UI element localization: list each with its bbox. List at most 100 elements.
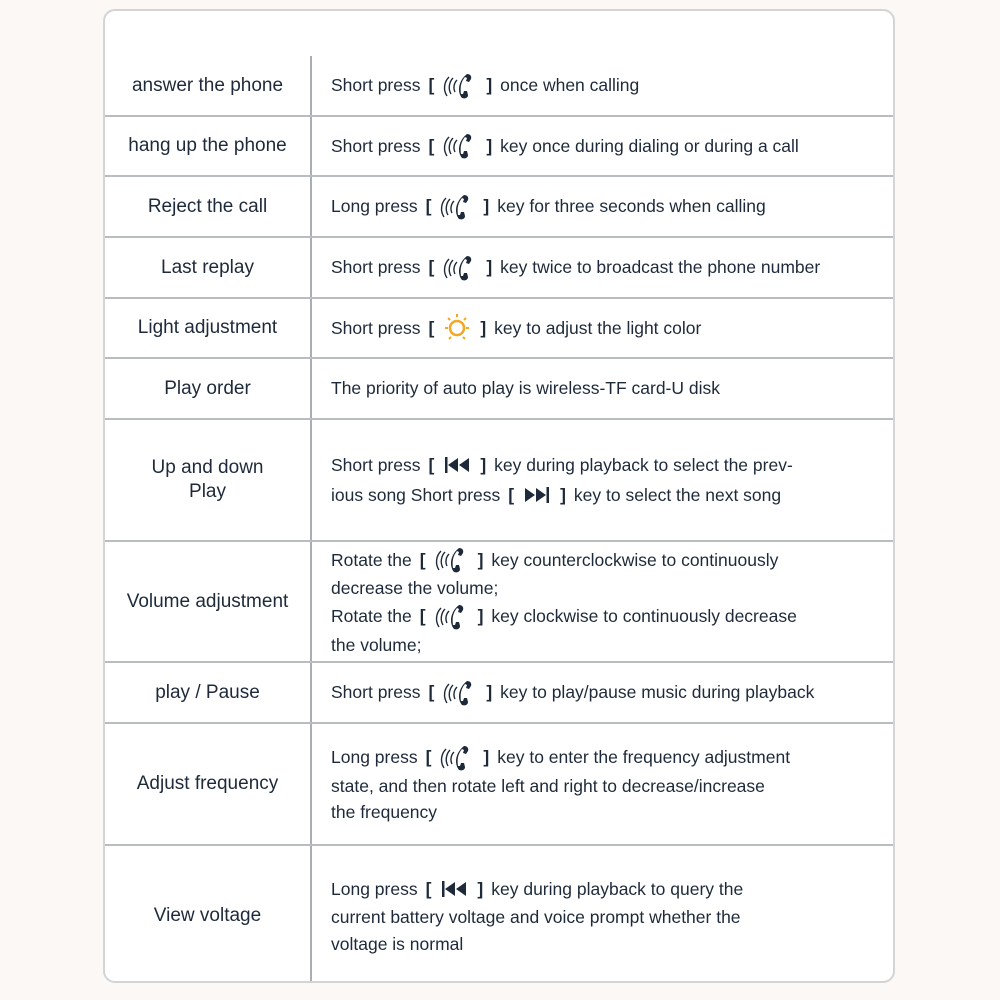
description-line: Short press [] key to adjust the light col…: [331, 313, 873, 343]
bracket: ]: [483, 747, 490, 768]
description-text: the volume;: [331, 634, 422, 655]
description-line: Short press [] key once during dialing or …: [331, 131, 873, 161]
description-line: ious song Short press [] key to select the…: [331, 480, 873, 510]
description-line: Long press [] key to enter the frequency a…: [331, 743, 873, 773]
table-row: Adjust frequency Long press [] key to enter…: [105, 724, 893, 846]
operation-description: Short press [] key once during dialing or …: [331, 117, 873, 175]
function-label: Light adjustment: [137, 317, 278, 338]
bracket: [: [425, 878, 432, 899]
description-line: the volume;: [331, 632, 873, 659]
operation-description: Short press [] key twice to broadcast the …: [331, 238, 873, 297]
bracket: [: [428, 682, 435, 703]
bracket: [: [428, 135, 435, 156]
bracket: ]: [477, 549, 484, 570]
table-row: Last replay Short press [] key twice to bro…: [105, 238, 893, 299]
operation-description: Short press [] key to adjust the light col…: [331, 299, 873, 357]
description-text: current battery voltage and voice prompt…: [331, 907, 741, 927]
phone-key-icon: [442, 71, 478, 101]
description-text: Short press: [331, 682, 421, 703]
function-label: Adjust frequency: [136, 773, 279, 794]
description-line: Short press [] once when calling: [331, 71, 873, 101]
description-text: key counterclockwise to continuously: [491, 549, 779, 570]
description-text: key once during dialing or during a call: [500, 135, 799, 156]
table-row: Light adjustment Short press [] key to adju…: [105, 299, 893, 359]
description-text: once when calling: [500, 75, 640, 96]
description-line: Short press [] key during playback to sele…: [331, 450, 873, 480]
description-text: the frequency: [331, 802, 438, 822]
instruction-table: answer the phone Short press [] once when c…: [103, 9, 895, 983]
description-text: key to enter the frequency adjustment: [497, 747, 791, 768]
bracket: ]: [480, 317, 487, 338]
bracket: ]: [477, 606, 484, 627]
bracket: [: [428, 454, 435, 475]
bracket: ]: [486, 75, 493, 96]
description-text: The priority of auto play is wireless-TF…: [331, 378, 720, 399]
bracket: ]: [486, 135, 493, 156]
description-line: Rotate the [] key counterclockwise to cont…: [331, 545, 873, 575]
description-text: Short press: [331, 135, 421, 156]
function-label: View voltage: [153, 904, 262, 926]
description-text: Long press: [331, 878, 418, 899]
description-text: ious song Short press: [331, 484, 501, 505]
function-label: Reject the call: [147, 195, 268, 217]
bracket: [: [428, 317, 435, 338]
bracket: [: [425, 747, 432, 768]
description-text: key during playback to select the prev-: [494, 454, 793, 475]
phone-key-icon: [442, 253, 478, 283]
table-row: Volume adjustment Rotate the [] key counter…: [105, 542, 893, 663]
description-line: Long press [] key for three seconds when c…: [331, 192, 873, 222]
operation-description: Short press [] once when calling: [331, 56, 873, 115]
table-row: Up and down Play Short press [] key during p…: [105, 420, 893, 542]
operation-description: Long press [] key to enter the frequency a…: [331, 724, 873, 844]
table-row: answer the phone Short press [] once when c…: [105, 56, 893, 117]
bracket: ]: [480, 454, 487, 475]
previous-track-icon: [439, 874, 469, 904]
description-text: key to adjust the light color: [494, 317, 702, 338]
description-text: voltage is normal: [331, 933, 464, 954]
description-text: Short press: [331, 454, 421, 475]
function-label: play / Pause: [155, 681, 260, 703]
operation-description: Short press [] key during playback to sele…: [331, 420, 873, 540]
table-row: play / Pause Short press [] key to play/pau…: [105, 663, 893, 724]
table-row: Play order The priority of auto play is w…: [105, 359, 893, 420]
operation-description: Short press [] key to play/pause music dur…: [331, 663, 873, 722]
operation-description: Long press [] key for three seconds when c…: [331, 177, 873, 236]
function-label: hang up the phone: [128, 135, 287, 156]
table-row: Reject the call Long press [] key for three…: [105, 177, 893, 238]
bracket: ]: [486, 682, 493, 703]
operation-description: Long press [] key during playback to query…: [331, 846, 873, 981]
bracket: [: [419, 549, 426, 570]
phone-key-icon: [434, 602, 470, 632]
description-text: key to play/pause music during playback: [500, 682, 815, 703]
description-line: state, and then rotate left and right to…: [331, 773, 873, 800]
description-text: decrease the volume;: [331, 578, 499, 598]
description-text: Short press: [331, 317, 421, 338]
description-text: Rotate the: [331, 549, 412, 570]
table-row: hang up the phone Short press [] key once d…: [105, 117, 893, 177]
next-track-icon: [522, 480, 552, 510]
phone-key-icon: [442, 131, 478, 161]
description-line: Short press [] key to play/pause music dur…: [331, 678, 873, 708]
function-label: answer the phone: [131, 74, 284, 96]
description-line: The priority of auto play is wireless-TF…: [331, 375, 873, 402]
bracket: ]: [477, 878, 484, 899]
bracket: [: [428, 257, 435, 278]
description-text: key during playback to query the: [491, 878, 744, 899]
bracket: ]: [483, 196, 490, 217]
description-line: current battery voltage and voice prompt…: [331, 904, 873, 931]
description-text: Long press: [331, 747, 418, 768]
description-text: key twice to broadcast the phone number: [500, 257, 821, 278]
column-divider: [310, 56, 312, 981]
function-label: Up and down Play: [151, 457, 264, 502]
description-line: Short press [] key twice to broadcast the …: [331, 253, 873, 283]
operation-description: Rotate the [] key counterclockwise to cont…: [331, 542, 873, 661]
description-text: Rotate the: [331, 606, 412, 627]
bracket: [: [428, 75, 435, 96]
phone-key-icon: [442, 678, 478, 708]
description-line: decrease the volume;: [331, 575, 873, 602]
phone-key-icon: [439, 743, 475, 773]
phone-key-icon: [434, 545, 470, 575]
bracket: ]: [560, 484, 566, 505]
phone-key-icon: [439, 192, 475, 222]
description-line: the frequency: [331, 799, 873, 826]
